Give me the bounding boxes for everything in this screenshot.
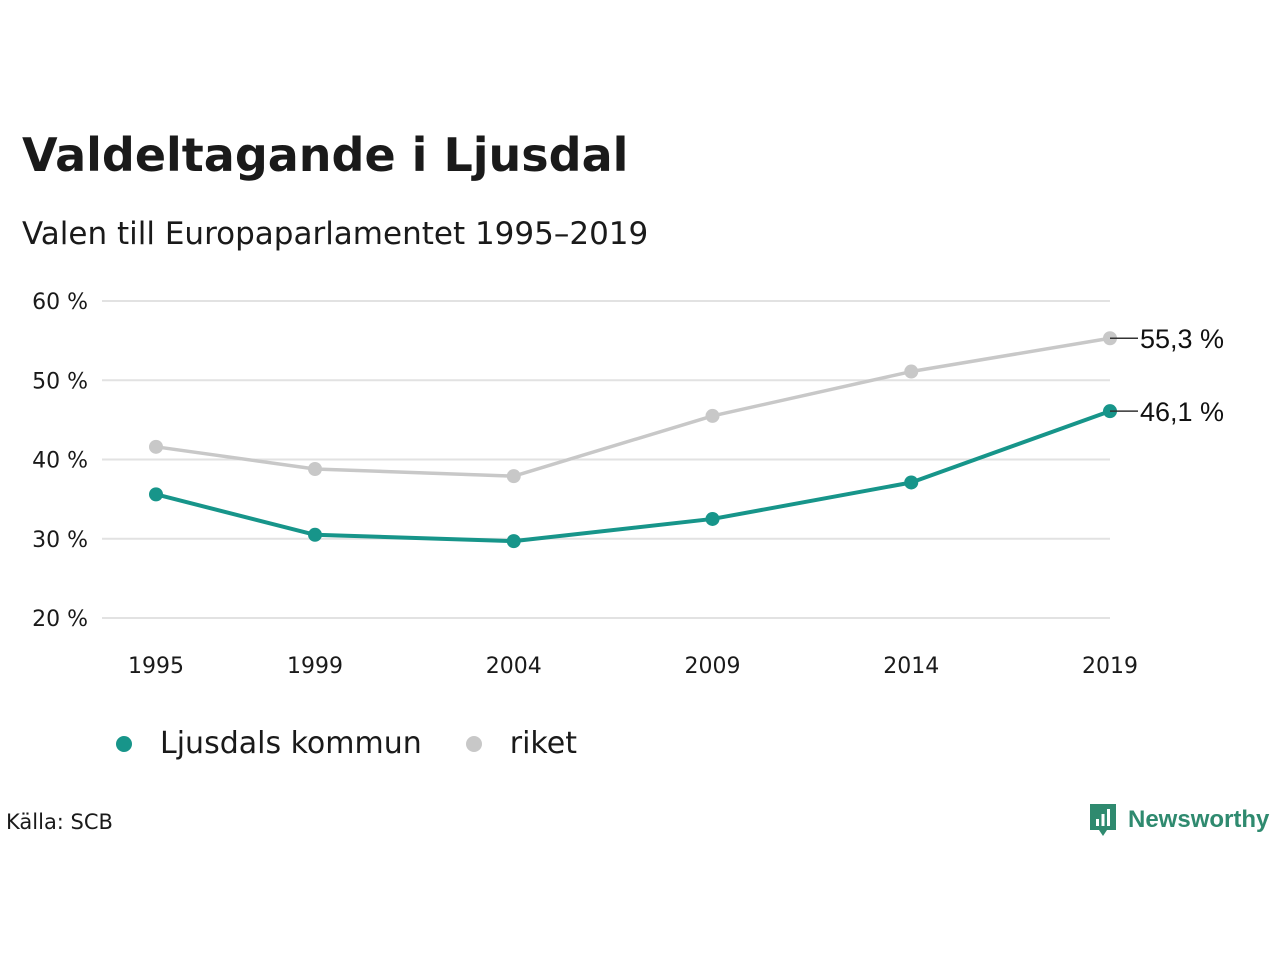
legend-item-riket: riket	[465, 726, 577, 761]
data-point-riket	[705, 408, 720, 423]
end-label-kommun: 46,1 %	[1140, 397, 1224, 427]
y-tick-label: 60 %	[32, 290, 88, 315]
data-point-riket	[506, 469, 521, 484]
legend-marker-kommun	[116, 735, 132, 752]
data-point-riket	[149, 439, 163, 454]
legend-marker-riket	[465, 735, 482, 752]
x-tick-label: 1995	[128, 654, 184, 679]
series-line-riket	[155, 336, 1111, 478]
brand-name: Newsworthy	[1128, 806, 1270, 833]
y-tick-label: 50 %	[32, 369, 88, 394]
legend: Ljusdals kommun riket	[116, 726, 621, 761]
data-point-kommun	[705, 511, 720, 526]
data-point-kommun	[308, 527, 322, 542]
x-tick-label: 2014	[883, 654, 939, 679]
y-tick-label: 20 %	[32, 607, 88, 632]
data-point-kommun	[904, 475, 919, 490]
brand-logo: Newsworthy	[1088, 802, 1269, 838]
x-tick-label: 2009	[685, 654, 741, 679]
series-line-kommun	[155, 409, 1111, 544]
newsworthy-logo-icon	[1090, 804, 1116, 836]
x-tick-label: 1999	[287, 654, 343, 679]
legend-item-kommun: Ljusdals kommun	[116, 726, 422, 761]
data-point-kommun	[506, 534, 521, 549]
end-label-riket: 55,3 %	[1140, 324, 1224, 354]
line-chart: 20 % 30 % 40 % 50 % 60 % 1995 1999 2004 2009 2014…	[32, 290, 1224, 679]
y-tick-label: 30 %	[32, 528, 88, 553]
chart-title: Valdeltagande i Ljusdal	[22, 128, 629, 182]
x-tick-label: 2004	[486, 654, 542, 679]
chart-subtitle: Valen till Europaparlamentet 1995–2019	[22, 216, 649, 252]
data-point-riket	[308, 462, 322, 477]
data-point-kommun	[149, 487, 163, 502]
legend-label-kommun: Ljusdals kommun	[160, 726, 422, 761]
y-tick-label: 40 %	[32, 449, 88, 474]
x-tick-label: 2019	[1082, 654, 1138, 679]
legend-label-riket: riket	[509, 726, 577, 761]
source-note: Källa: SCB	[6, 810, 113, 834]
data-point-riket	[904, 364, 919, 379]
